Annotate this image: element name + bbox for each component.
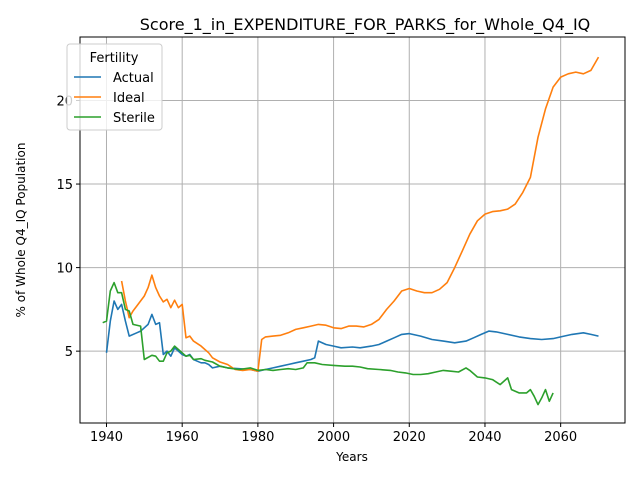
plot-frame <box>79 36 626 424</box>
legend-title: Fertility <box>90 51 139 66</box>
legend-label-sterile: Sterile <box>113 111 155 126</box>
x-tick-label: 2060 <box>544 430 577 445</box>
x-tick-label: 1940 <box>90 430 123 445</box>
x-tick-label: 2000 <box>317 430 350 445</box>
y-tick-label: 10 <box>56 262 73 277</box>
x-tick-label: 1980 <box>241 430 274 445</box>
x-tick-label: 2040 <box>468 430 501 445</box>
x-axis-label: Years <box>335 450 368 464</box>
legend-box <box>66 43 163 131</box>
series-line-actual <box>105 300 599 373</box>
x-tick-label: 1960 <box>166 430 199 445</box>
legend: Fertility Actual Ideal Sterile <box>66 43 163 131</box>
x-axis-ticks: 1940 1960 1980 2000 2020 2040 2060 <box>90 423 577 445</box>
x-tick-label: 2020 <box>393 430 426 445</box>
series-line-ideal <box>120 56 600 373</box>
series-lines <box>102 56 600 406</box>
y-tick-label: 5 <box>65 345 73 360</box>
y-tick-label: 15 <box>56 178 73 193</box>
chart-title: Score_1_in_EXPENDITURE_FOR_PARKS_for_Who… <box>140 15 591 35</box>
legend-label-actual: Actual <box>113 71 154 86</box>
series-line-sterile <box>102 281 554 406</box>
y-axis-label: % of Whole Q4_IQ Population <box>14 143 28 318</box>
legend-label-ideal: Ideal <box>113 91 145 106</box>
